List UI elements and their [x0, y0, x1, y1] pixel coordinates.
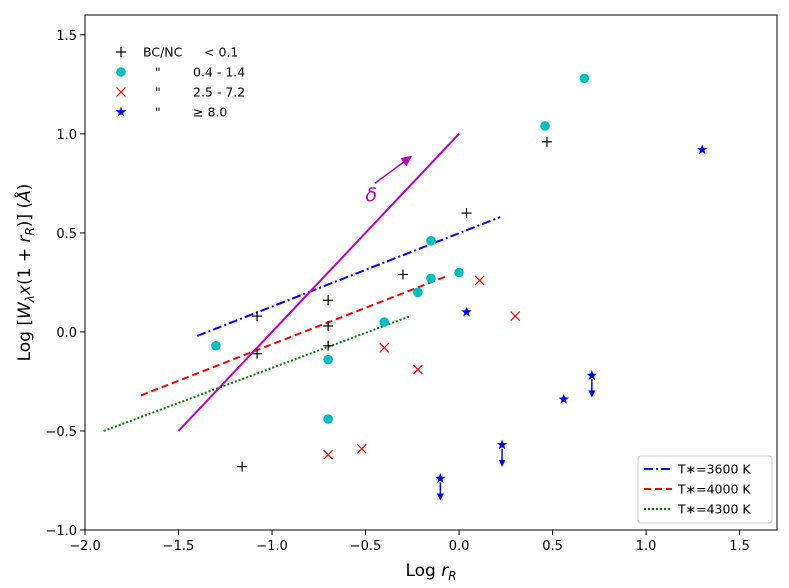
y-axis-label: Log [Wλx(1 + rR)] (Å) [13, 184, 37, 362]
point-x [379, 342, 390, 353]
legend-marker-circle [116, 67, 126, 77]
x-axis-label: Log rR [405, 561, 456, 583]
fit-line-dotted [103, 315, 411, 432]
point-x [412, 364, 423, 375]
legend-marker-plus [116, 47, 126, 57]
x-tick-label: 0.0 [449, 539, 470, 554]
y-tick-label: 0.5 [56, 227, 77, 242]
point-circle [540, 121, 550, 131]
annotation-layer: δ [366, 155, 413, 206]
y-tick-label: −1.0 [45, 524, 77, 539]
point-star [586, 370, 598, 380]
point-plus [237, 461, 248, 472]
line-legend-box [637, 455, 773, 524]
x-stroke-2 [323, 449, 334, 460]
delta-arrow-head [400, 155, 413, 167]
delta-line [177, 133, 460, 432]
legend-marker-x [116, 87, 126, 97]
point-plus [541, 136, 552, 147]
fit-lines-layer [103, 133, 501, 432]
legend-label-col1: BC/NC [143, 45, 183, 60]
x-stroke-2 [510, 311, 521, 322]
legend-label-col1: " [155, 85, 161, 100]
legend-line-label: T∗=4000 K [677, 482, 751, 497]
x-tick-label: −1.5 [163, 539, 195, 554]
point-circle [454, 267, 464, 278]
legend-label-col2: < 0.1 [204, 45, 238, 60]
legend-label-col1: " [155, 65, 161, 80]
point-plus [323, 320, 334, 331]
legend-label-col2: 2.5 - 7.2 [193, 85, 245, 100]
point-plus [323, 340, 334, 351]
point-star [461, 306, 472, 317]
x-tick-label: −1.0 [256, 539, 288, 554]
plot-frame [84, 14, 778, 531]
x-stroke-2 [379, 342, 390, 353]
x-tick-label: 1.5 [729, 539, 750, 554]
point-x [323, 449, 334, 460]
y-tick-label: 1.0 [56, 128, 77, 143]
upper-limit-arrow-head [498, 459, 506, 467]
point-star [696, 144, 708, 155]
point-circle [426, 236, 436, 246]
point-plus [252, 311, 263, 322]
point-x [474, 275, 485, 286]
point-star [558, 393, 570, 404]
x-tick-label: −2.0 [69, 539, 101, 554]
data-points-layer [211, 73, 708, 501]
fit-line-dashdot [196, 216, 501, 337]
x-stroke-2 [474, 275, 485, 286]
point-x [510, 311, 521, 322]
legend-label-col2: 0.4 - 1.4 [193, 65, 245, 80]
point-plus [397, 269, 408, 280]
upper-limit-arrow-head [588, 390, 596, 398]
legend-label-col1: " [155, 105, 161, 120]
point-circle [579, 73, 590, 84]
y-tick-label: −0.5 [45, 425, 77, 440]
y-tick-label: 0.0 [56, 326, 77, 341]
x-tick-label: 1.0 [636, 539, 657, 554]
legend-line-label: T∗=3600 K [677, 462, 751, 477]
x-stroke-2 [356, 443, 367, 454]
point-circle [413, 287, 423, 298]
x-stroke-2 [116, 87, 126, 97]
point-x [356, 443, 367, 454]
upper-limit-arrow-head [436, 493, 444, 501]
y-tick-label: 1.5 [56, 29, 77, 44]
x-tick-label: −0.5 [350, 539, 382, 554]
point-circle [379, 317, 390, 327]
point-star [435, 473, 446, 483]
point-circle [323, 414, 333, 424]
fit-line-dashed [140, 275, 447, 397]
x-tick-label: 0.5 [542, 539, 563, 554]
legend-line-label: T∗=4300 K [677, 502, 751, 517]
delta-label: δ [366, 184, 378, 206]
axes-layer: −2.0 −1.5 −1.0 −0.5 0.0 0.5 1.0 1.5 −1.0 −0.5 0.0 0… [45, 29, 750, 554]
legend-label-col2: ≥ 8.0 [193, 105, 227, 120]
point-plus [323, 295, 334, 306]
point-plus [461, 208, 472, 219]
point-circle [323, 354, 333, 365]
legend-marker-star [115, 106, 127, 117]
point-plus [252, 348, 263, 359]
delta-arrow-shaft [374, 159, 407, 184]
legend-layer: BC/NC < 0.1 " 0.4 - 1.4 " 2.5 - 7.2 " ≥ 8.0 T∗=3… [115, 45, 773, 524]
point-circle [426, 273, 436, 284]
point-star [496, 439, 508, 450]
point-circle [211, 340, 221, 351]
x-stroke-2 [412, 364, 423, 375]
